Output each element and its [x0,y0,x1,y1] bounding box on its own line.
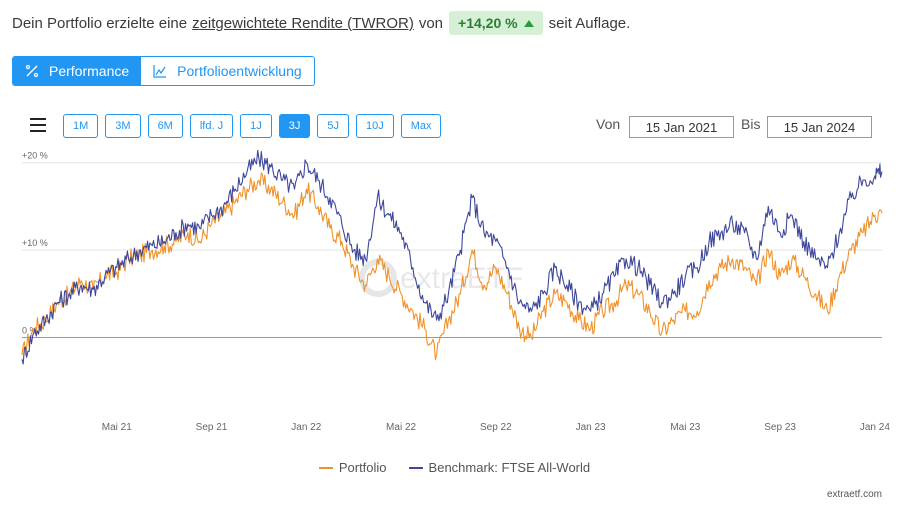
legend-swatch [408,466,423,469]
legend-label: Portfolio [338,460,387,475]
date-to-input[interactable]: 15 Jan 2024 [767,116,872,138]
twror-link[interactable]: zeitgewichtete Rendite (TWROR) [192,14,414,32]
x-tick-label: Sep 21 [196,422,228,433]
x-tick-label: Mai 22 [386,422,416,433]
x-tick-label: Sep 22 [480,422,512,433]
tab-portfolioentwicklung[interactable]: Portfolioentwicklung [141,57,314,85]
y-tick-label: 0 % [22,326,38,336]
date-from-group: Von [596,116,620,132]
range-button-max[interactable]: Max [400,114,442,138]
y-tick-label: +20 % [22,151,48,161]
range-button-1m[interactable]: 1M [63,114,99,138]
range-button-1y[interactable]: 1J [240,114,272,138]
x-tick-label: Jan 23 [576,422,606,433]
footer-credit: extraetf.com [826,489,882,500]
legend-item-benchmark[interactable]: Benchmark: FTSE All-World [408,460,591,475]
x-tick-label: Jan 22 [291,422,321,433]
range-button-ytd[interactable]: lfd. J [189,114,234,138]
headline-prefix: Dein Portfolio erzielte eine [12,14,188,32]
tab-performance[interactable]: Performance [13,57,142,85]
area-chart-icon [153,64,167,78]
return-badge: +14,20 % [449,11,543,35]
performance-chart: extraETF+20 %+10 %0 %Mai 21 Sep 21 Jan 22 M… [21,150,890,433]
x-tick-label: Mai 23 [670,422,700,433]
date-from-input[interactable]: 15 Jan 2021 [629,116,734,138]
y-tick-label: +10 % [22,238,48,248]
percent-icon [25,64,39,78]
legend-item-portfolio[interactable]: Portfolio [318,460,387,475]
range-button-3m[interactable]: 3M [105,114,141,138]
chart-legend: Portfolio Benchmark: FTSE All-World [0,460,909,475]
range-button-5y[interactable]: 5J [317,114,349,138]
x-tick-label: Sep 23 [764,422,796,433]
series-line-benchmark [21,150,883,365]
range-button-3y[interactable]: 3J [278,114,311,138]
legend-label: Benchmark: FTSE All-World [428,460,591,475]
range-buttons: 1M 3M 6M lfd. J 1J 3J 5J 10J Max [63,114,442,138]
date-to-label: Bis [741,116,761,132]
tab-label: Portfolioentwicklung [177,63,302,79]
legend-swatch [318,466,333,469]
x-tick-label: Jan 24 [860,422,890,433]
date-from-label: Von [596,116,621,132]
headline-mid: von [418,14,444,32]
x-tick-label: Mai 21 [102,422,132,433]
date-to-group: Bis [741,116,760,132]
up-triangle-icon [523,19,534,27]
tab-label: Performance [49,63,130,79]
range-button-10y[interactable]: 10J [355,114,394,138]
return-value: +14,20 % [458,15,518,31]
view-tabs: Performance Portfolioentwicklung [12,56,315,86]
headline-suffix: seit Auflage. [548,14,631,32]
headline: Dein Portfolio erzielte eine zeitgewicht… [12,10,630,36]
range-button-6m[interactable]: 6M [147,114,183,138]
hamburger-menu-icon[interactable] [30,118,46,134]
